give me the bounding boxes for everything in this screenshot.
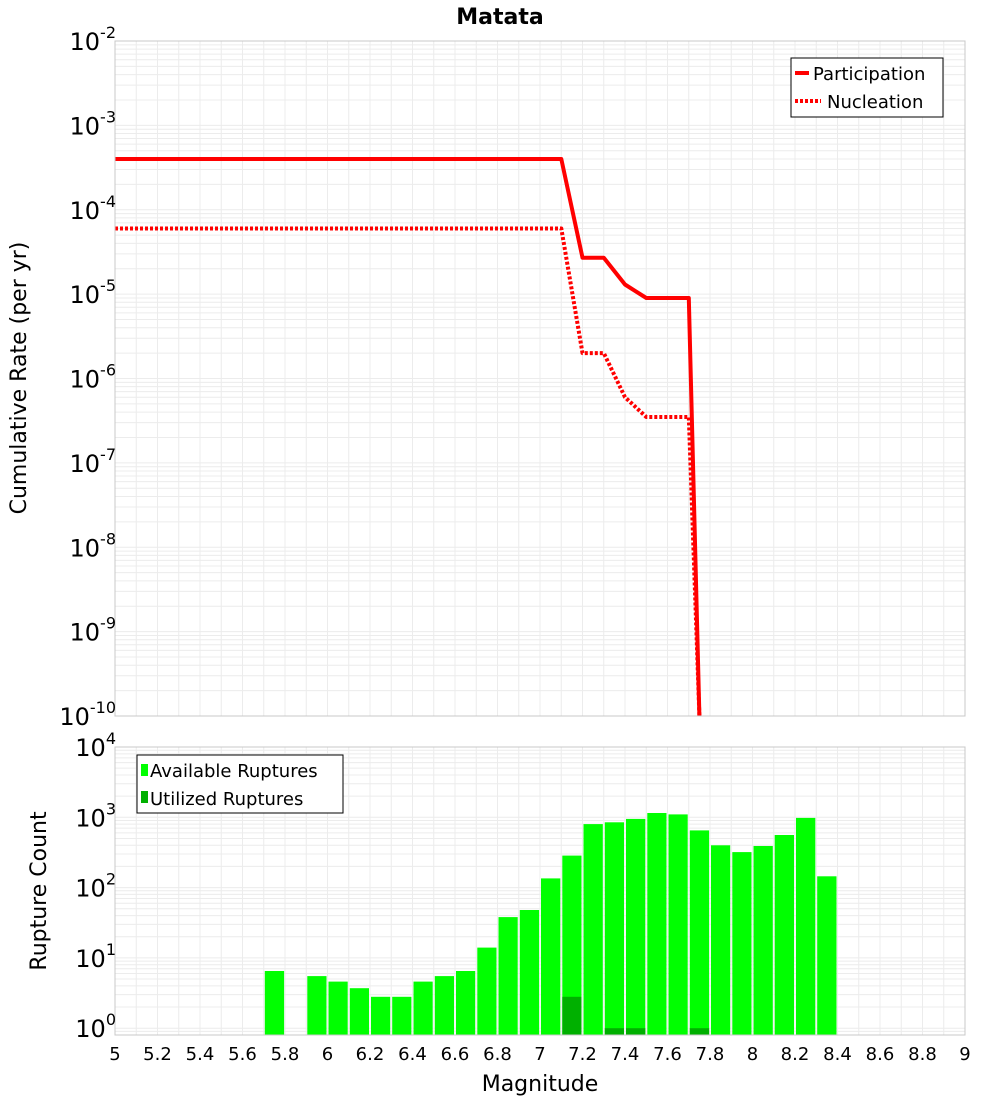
count-y-tick-label: 104: [75, 729, 116, 762]
count-legend-box: [136, 754, 344, 814]
available-rupture-bar: [817, 876, 837, 1035]
series-line-participation: [115, 157, 702, 717]
legend-available-label: Available Ruptures: [150, 761, 318, 782]
available-rupture-bar: [328, 981, 348, 1035]
x-tick-label: 7: [534, 1044, 545, 1065]
legend-available-swatch: [141, 764, 148, 776]
rate-y-tick-label: 10-2: [70, 23, 117, 56]
x-tick-label: 6.2: [356, 1044, 385, 1065]
x-tick-label: 7.2: [568, 1044, 597, 1065]
rate-y-axis-title: Cumulative Rate (per yr): [7, 242, 32, 515]
utilized-rupture-bar: [562, 996, 582, 1035]
count-y-tick-label: 102: [75, 870, 116, 903]
rate-plot-grid: [114, 41, 966, 717]
available-rupture-bar: [541, 878, 561, 1035]
x-tick-label: 8.8: [908, 1044, 937, 1065]
magnitude-x-ticks: 5 5.2 5.4 5.6 5.8 6 6.2 6.4 6.6 6.8 7 7.2 7.4 7.6 7.8 8…: [109, 1044, 970, 1065]
x-tick-label: 8: [747, 1044, 758, 1065]
rate-y-tick-label: 10-6: [70, 361, 117, 394]
series-line-nucleation: [115, 226, 702, 717]
count-y-tick-label: 103: [75, 799, 116, 832]
x-tick-label: 6.8: [483, 1044, 512, 1065]
utilized-rupture-bar: [604, 1028, 624, 1035]
rate-y-tick-label: 10-3: [70, 107, 117, 140]
rate-legend: Participation Nucleation: [790, 57, 944, 118]
available-rupture-bar: [689, 830, 710, 1035]
available-rupture-bar: [349, 988, 369, 1035]
x-tick-label: 7.4: [611, 1044, 640, 1065]
x-tick-label: 8.4: [823, 1044, 852, 1065]
available-rupture-bar: [626, 818, 646, 1035]
available-rupture-bar: [264, 971, 285, 1035]
rate-y-tick-label: 10-5: [70, 276, 117, 309]
rate-plot-frame: [114, 40, 966, 717]
count-plot-bars: [264, 813, 837, 1035]
available-rupture-bar: [604, 822, 624, 1035]
x-axis-title: Magnitude: [482, 1072, 599, 1097]
count-legend: Available Ruptures Utilized Ruptures: [136, 754, 344, 814]
available-rupture-bar: [434, 976, 454, 1035]
count-y-tick-label: 100: [75, 1010, 116, 1043]
chart-title: Matata: [456, 5, 543, 30]
legend-nucleation-label: Nucleation: [827, 92, 923, 113]
available-rupture-bar: [583, 824, 603, 1035]
count-plot-frame: [114, 746, 966, 1036]
x-tick-label: 5: [109, 1044, 120, 1065]
rate-y-tick-label: 10-7: [70, 445, 117, 478]
available-rupture-bar: [477, 947, 497, 1035]
x-tick-label: 7.8: [696, 1044, 725, 1065]
x-tick-label: 6.4: [398, 1044, 427, 1065]
available-rupture-bar: [711, 845, 731, 1035]
available-rupture-bar: [498, 917, 518, 1035]
legend-utilized-label: Utilized Ruptures: [150, 789, 303, 810]
rate-y-ticks: 10-2 10-3 10-4 10-5 10-6 10-7 10-8 10-9 10-10: [59, 23, 116, 731]
x-tick-label: 7.6: [653, 1044, 682, 1065]
x-tick-label: 8.6: [866, 1044, 895, 1065]
available-rupture-bar: [562, 855, 582, 1035]
legend-participation-label: Participation: [813, 64, 925, 85]
legend-utilized-swatch: [141, 791, 148, 803]
rate-plot-lines: [115, 157, 702, 717]
available-rupture-bar: [392, 996, 412, 1035]
available-rupture-bar: [456, 971, 476, 1035]
x-tick-label: 9: [959, 1044, 970, 1065]
rate-y-tick-label: 10-10: [59, 698, 116, 731]
available-rupture-bar: [732, 852, 752, 1035]
available-rupture-bar: [668, 814, 688, 1035]
rate-y-tick-label: 10-8: [70, 529, 117, 562]
x-tick-label: 6: [322, 1044, 333, 1065]
available-rupture-bar: [413, 981, 433, 1035]
available-rupture-bar: [774, 835, 794, 1035]
rate-y-tick-label: 10-4: [70, 192, 117, 225]
x-tick-label: 5.2: [143, 1044, 172, 1065]
utilized-rupture-bar: [689, 1028, 710, 1035]
available-rupture-bar: [753, 846, 773, 1035]
available-rupture-bar: [371, 996, 391, 1035]
available-rupture-bar: [307, 976, 327, 1035]
rate-y-tick-label: 10-9: [70, 614, 117, 647]
x-tick-label: 6.6: [441, 1044, 470, 1065]
count-y-axis-title: Rupture Count: [27, 811, 52, 971]
rate-legend-box: [790, 57, 944, 118]
available-rupture-bar: [796, 817, 816, 1035]
available-rupture-bar: [519, 910, 540, 1035]
available-rupture-bar: [647, 813, 667, 1035]
x-tick-label: 5.6: [228, 1044, 257, 1065]
x-tick-label: 8.2: [781, 1044, 810, 1065]
x-tick-label: 5.4: [186, 1044, 215, 1065]
count-y-ticks: 100 101 102 103 104: [75, 729, 116, 1043]
utilized-rupture-bar: [626, 1028, 646, 1035]
x-tick-label: 5.8: [271, 1044, 300, 1065]
count-y-tick-label: 101: [75, 940, 116, 973]
